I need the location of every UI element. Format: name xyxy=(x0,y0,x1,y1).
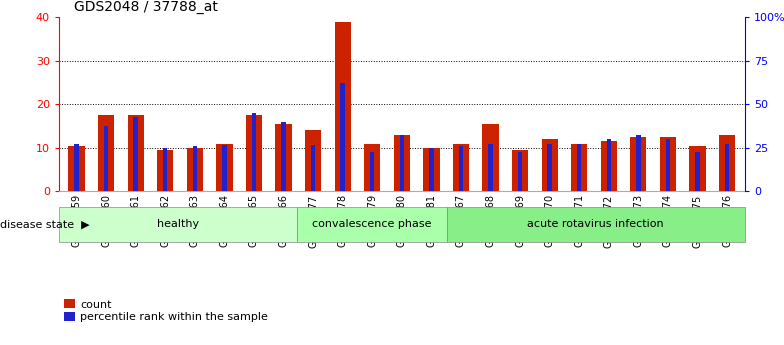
Bar xyxy=(518,152,522,191)
Bar xyxy=(601,141,617,191)
Bar xyxy=(453,144,469,191)
Bar xyxy=(725,144,729,191)
Bar xyxy=(222,145,227,191)
Bar xyxy=(447,207,745,242)
Bar xyxy=(577,144,582,191)
Bar xyxy=(216,144,233,191)
Bar xyxy=(429,148,434,191)
Bar xyxy=(364,144,380,191)
Bar xyxy=(311,145,315,191)
Bar xyxy=(482,124,499,191)
Bar xyxy=(59,207,297,242)
Bar xyxy=(547,144,552,191)
Bar xyxy=(542,139,557,191)
Bar xyxy=(666,139,670,191)
Bar xyxy=(400,135,404,191)
Bar xyxy=(305,130,321,191)
Bar xyxy=(571,144,587,191)
Bar xyxy=(187,148,203,191)
Text: GDS2048 / 37788_at: GDS2048 / 37788_at xyxy=(74,0,219,14)
Text: convalescence phase: convalescence phase xyxy=(312,219,432,229)
Bar xyxy=(607,139,611,191)
Bar xyxy=(275,124,292,191)
Bar xyxy=(74,144,78,191)
Bar xyxy=(128,115,143,191)
Bar xyxy=(193,146,197,191)
Bar xyxy=(719,135,735,191)
Bar xyxy=(660,137,676,191)
Bar xyxy=(636,135,641,191)
Bar xyxy=(157,150,173,191)
Text: disease state  ▶: disease state ▶ xyxy=(0,219,89,229)
Bar xyxy=(133,117,138,191)
Bar xyxy=(512,150,528,191)
Bar xyxy=(246,115,262,191)
Bar xyxy=(297,207,447,242)
Bar xyxy=(281,122,285,191)
Bar xyxy=(423,148,440,191)
Bar xyxy=(394,135,410,191)
Bar xyxy=(252,113,256,191)
Bar xyxy=(630,137,647,191)
Bar xyxy=(689,146,706,191)
Legend: count, percentile rank within the sample: count, percentile rank within the sample xyxy=(64,299,268,322)
Bar xyxy=(459,146,463,191)
Bar xyxy=(68,146,85,191)
Text: acute rotavirus infection: acute rotavirus infection xyxy=(528,219,664,229)
Bar xyxy=(98,115,114,191)
Bar xyxy=(104,126,108,191)
Bar xyxy=(488,144,492,191)
Bar xyxy=(695,152,699,191)
Bar xyxy=(370,152,375,191)
Text: healthy: healthy xyxy=(157,219,199,229)
Bar xyxy=(340,82,345,191)
Bar xyxy=(163,148,168,191)
Bar xyxy=(335,22,350,191)
